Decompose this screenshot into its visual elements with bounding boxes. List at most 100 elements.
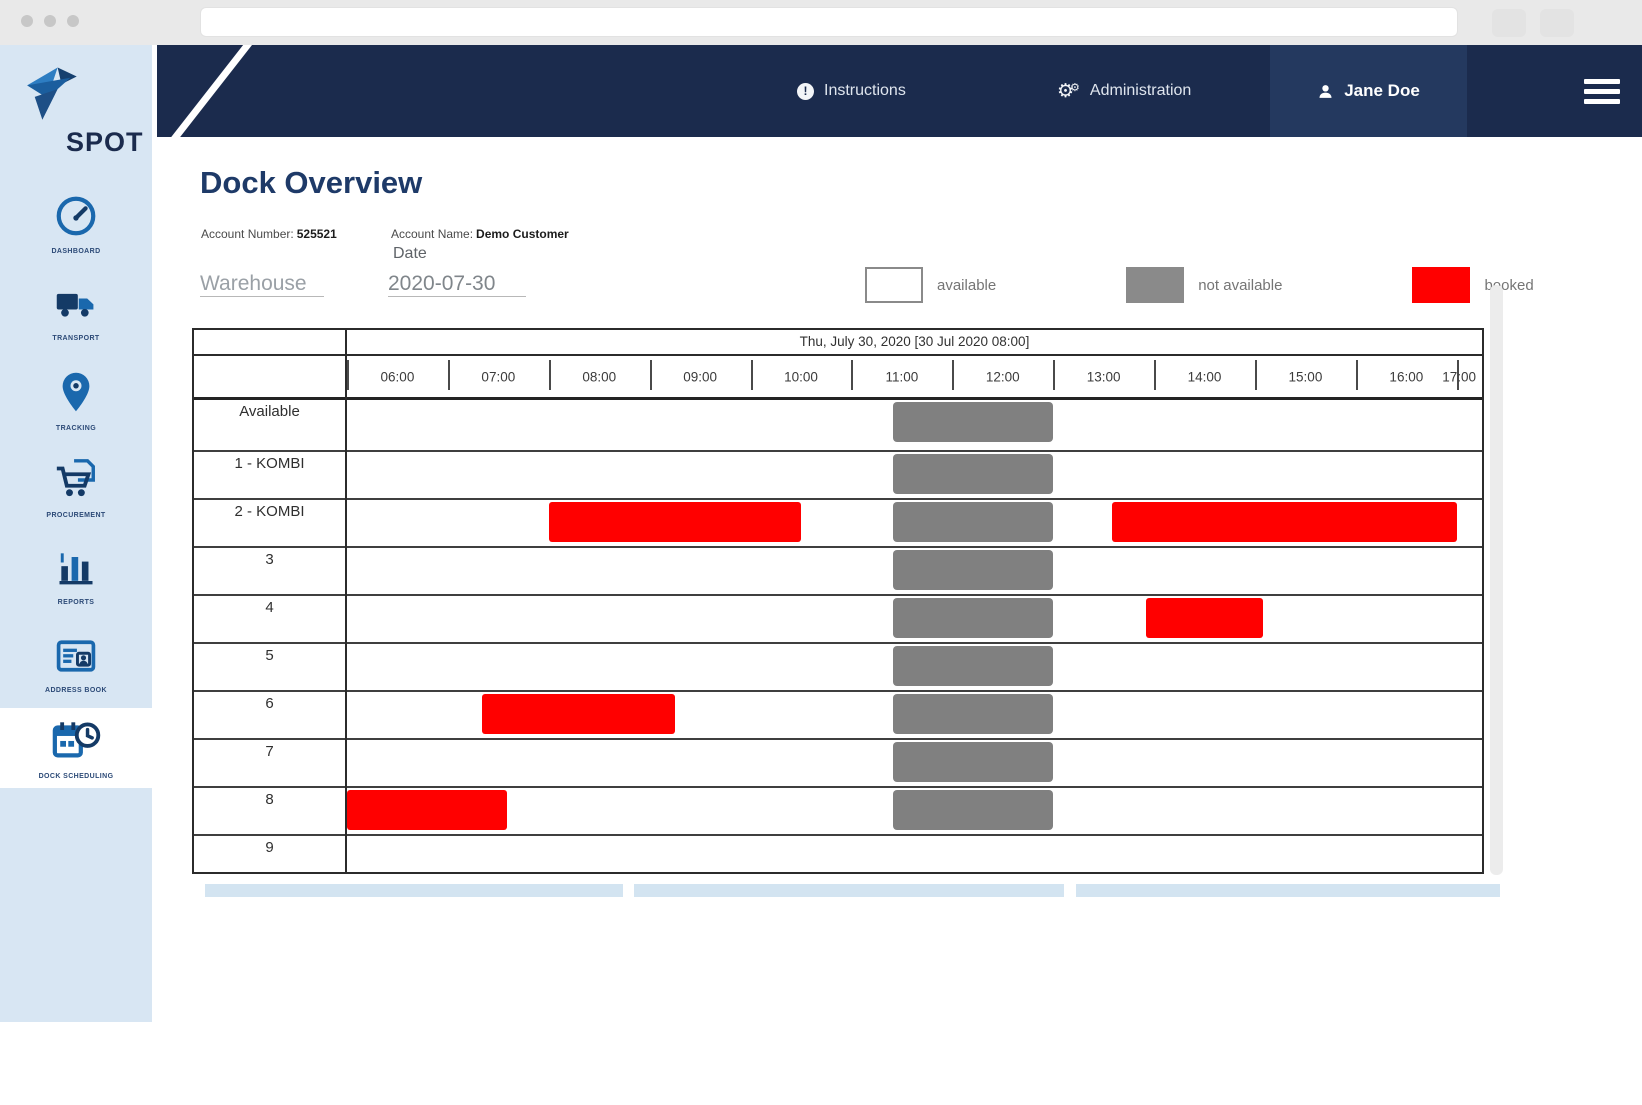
cart-icon [53,457,99,508]
dock-row-label: Available [239,403,300,420]
hour-tick [1355,360,1358,390]
dock-row-grid[interactable] [347,500,1482,546]
sidebar-item-dock-scheduling[interactable]: DOCK SCHEDULING [0,708,152,788]
unavailable-block[interactable] [893,646,1054,686]
logo-text: SPOT [66,127,144,157]
hamburger-menu-button[interactable] [1562,45,1642,137]
unavailable-block[interactable] [893,598,1054,638]
booked-block[interactable] [347,790,507,830]
dock-row-label: 5 [265,647,274,664]
browser-button-icon[interactable] [1492,9,1526,37]
booked-block[interactable] [548,502,801,542]
nav-item-administration[interactable]: ⚙⚙ Administration [1057,45,1191,137]
dock-row-label: 4 [265,599,274,616]
nav-item-label: Instructions [824,82,906,99]
legend-label: available [937,276,997,294]
sidebar-item-procurement[interactable]: PROCUREMENT [0,444,152,532]
time-axis: 06:00 07:00 08:00 09:00 10:00 11:00 12:00 13:00… [194,356,1482,400]
unavailable-block[interactable] [893,402,1054,442]
hour-tick [1456,360,1459,390]
dock-row-4: 4 [194,594,1482,642]
app-logo[interactable]: SPOT [18,65,143,165]
map-pin-icon [54,368,98,421]
sidebar-item-transport[interactable]: TRANSPORT [0,268,152,356]
dock-row-grid[interactable] [347,548,1482,594]
account-name-value: Demo Customer [476,227,569,241]
hour-label: 16:00 [1389,369,1424,384]
unavailable-block[interactable] [893,694,1054,734]
unavailable-block[interactable] [893,550,1054,590]
user-menu[interactable]: Jane Doe [1270,45,1467,137]
bird-logo-icon [27,67,77,120]
unavailable-block[interactable] [893,454,1054,494]
booked-block[interactable] [481,694,675,734]
hour-tick [750,360,753,390]
dock-row-grid[interactable] [347,692,1482,738]
dock-row-grid[interactable] [347,452,1482,498]
legend-swatch-not-available [1126,267,1185,303]
hour-label: 17:00 [1442,369,1476,384]
hamburger-icon [1584,78,1620,84]
unavailable-block[interactable] [893,502,1054,542]
dock-row-8: 8 [194,786,1482,834]
hour-label: 10:00 [784,369,818,384]
dock-row-grid[interactable] [347,740,1482,786]
warehouse-input[interactable] [200,272,324,297]
horizontal-scrollbar[interactable] [157,884,1642,898]
date-input[interactable] [388,272,526,297]
calendar-clock-icon [51,716,101,769]
dock-row-grid[interactable] [347,836,1482,872]
dock-row-5: 5 [194,642,1482,690]
dock-row-grid[interactable] [347,644,1482,690]
unavailable-block[interactable] [893,790,1054,830]
url-bar[interactable] [200,7,1458,37]
vertical-scrollbar[interactable] [1490,285,1503,875]
hamburger-icon [1584,88,1620,94]
page-title: Dock Overview [200,165,423,200]
top-navbar: ! Instructions ⚙⚙ Administration Jane Doe [157,45,1642,137]
account-number-value: 525521 [296,227,337,241]
sidebar-item-tracking[interactable]: TRACKING [0,356,152,444]
hour-label: 08:00 [582,369,617,384]
account-number-label: Account Number: [201,227,294,241]
dock-row-grid[interactable] [347,596,1482,642]
schedule-date-header: Thu, July 30, 2020 [30 Jul 2020 08:00] [194,330,1482,356]
legend-label: not available [1198,276,1283,294]
hour-tick [952,360,955,390]
booked-block[interactable] [1145,598,1264,638]
sidebar: SPOT DASHBOARD TRANSPORT TRACKING PROCUREME… [0,45,152,1022]
account-name: Account Name: Demo Customer [391,227,569,241]
sidebar-item-label: TRANSPORT [52,335,100,342]
browser-chrome [0,0,1642,45]
scrollbar-segment[interactable] [205,884,623,897]
sidebar-item-label: ADDRESS BOOK [45,687,107,694]
hour-label: 07:00 [481,369,516,384]
dashboard-icon [53,193,99,244]
dock-row-label: 8 [265,791,274,808]
nav-item-label: Administration [1089,82,1192,99]
booked-block[interactable] [1112,502,1457,542]
dock-row-label: 7 [265,743,274,760]
dock-row-available: Available [194,400,1482,450]
scrollbar-segment[interactable] [1076,884,1500,897]
dock-row-9: 9 [194,834,1482,872]
dock-row-grid[interactable] [347,400,1482,450]
sidebar-item-label: DASHBOARD [51,248,101,255]
dock-row-6: 6 [194,690,1482,738]
truck-icon [52,282,100,331]
hour-tick [347,360,349,390]
hour-tick [851,360,854,390]
sidebar-item-reports[interactable]: REPORTS [0,532,152,620]
dock-schedule-table: Thu, July 30, 2020 [30 Jul 2020 08:00] 0… [192,328,1484,874]
unavailable-block[interactable] [893,742,1054,782]
nav-item-instructions[interactable]: ! Instructions [797,45,906,137]
person-icon [1319,84,1332,98]
account-number: Account Number: 525521 [201,227,337,241]
browser-button-icon[interactable] [1540,9,1574,37]
sidebar-item-dashboard[interactable]: DASHBOARD [0,180,152,268]
dock-row-grid[interactable] [347,788,1482,834]
hour-tick [1154,360,1157,390]
scrollbar-segment[interactable] [634,884,1064,897]
hour-label: 15:00 [1288,369,1323,384]
sidebar-item-address-book[interactable]: ADDRESS BOOK [0,620,152,708]
